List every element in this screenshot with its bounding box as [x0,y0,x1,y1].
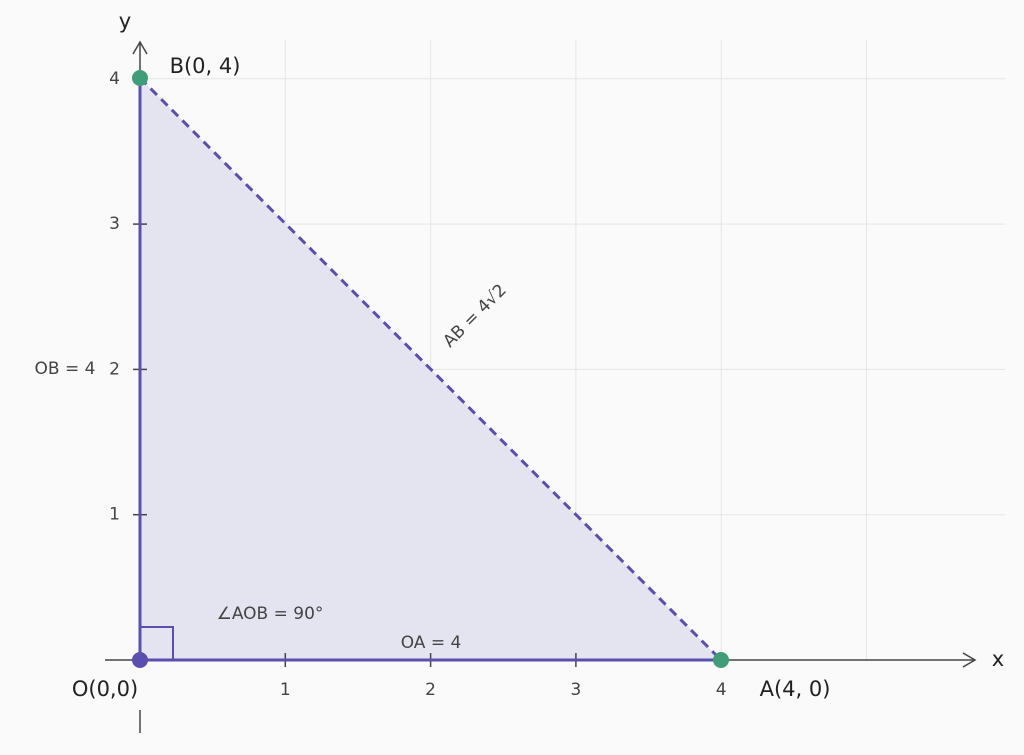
segment-label: OB = 4 [35,359,96,379]
y-tick-label: 2 [109,359,120,379]
y-arrow [132,40,148,55]
ticks: 1 2 3 4 1 2 3 4 [109,69,726,700]
y-tick-label: 1 [109,505,120,525]
y-axis-label: y [119,9,131,33]
segment-label: AB = 4√2 [439,280,510,351]
angle-label: ∠AOB = 90° [217,604,324,624]
right-angle [139,626,174,661]
segment-label: OA = 4 [401,633,462,653]
x-tick-label: 2 [425,680,436,700]
x-tick-label: 3 [570,680,581,700]
point-b [132,70,148,86]
point-a [713,652,729,668]
x-tick-label: 1 [280,680,291,700]
x-arrow [962,652,977,668]
point-label: A(4, 0) [760,677,831,701]
point-label: B(0, 4) [170,54,241,78]
x-axis-label: x [992,647,1004,671]
x-tick-label: 4 [716,680,727,700]
y-tick-label: 3 [109,214,120,234]
point-label: O(0,0) [72,677,138,701]
y-tick-label: 4 [109,69,120,89]
segment-ab [138,76,723,662]
point-o [132,652,148,668]
